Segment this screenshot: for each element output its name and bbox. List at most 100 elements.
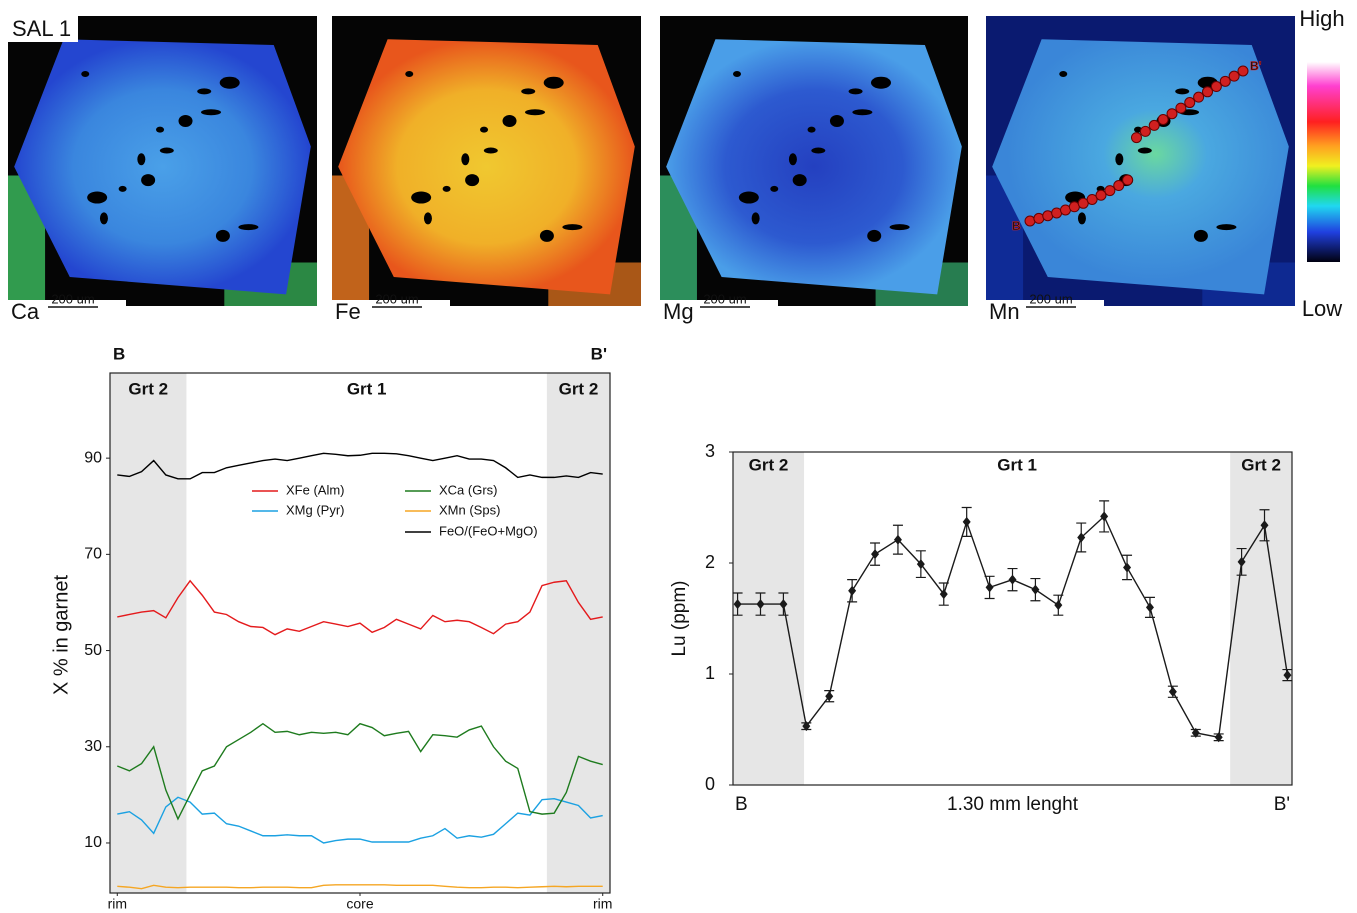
- element-label: Ca: [11, 299, 40, 324]
- y-tick-label: 90: [84, 449, 102, 466]
- label-box: [986, 300, 1104, 326]
- inclusion: [1137, 147, 1152, 154]
- inclusion: [238, 224, 259, 231]
- scale-label: 200 um: [703, 291, 746, 306]
- inclusion: [141, 174, 156, 187]
- inclusion: [792, 174, 807, 187]
- inclusion: [788, 153, 797, 166]
- profile-point: [1237, 65, 1249, 77]
- inclusion: [1115, 153, 1124, 166]
- label-box: [660, 300, 778, 326]
- inclusion: [178, 114, 193, 127]
- zone-label: Grt 1: [347, 379, 387, 398]
- zone-shade: [110, 373, 187, 893]
- inclusion: [889, 224, 910, 231]
- inclusion: [502, 114, 517, 127]
- plot-frame: [732, 451, 1293, 786]
- element-label: Fe: [335, 299, 361, 324]
- data-point: [733, 599, 742, 610]
- inclusion: [751, 212, 760, 225]
- inclusion: [405, 71, 414, 77]
- element-label: Mg: [663, 299, 694, 324]
- y-axis-label: X % in garnet: [50, 575, 72, 696]
- end-label: B: [735, 794, 748, 815]
- inclusion: [733, 71, 741, 77]
- sample-box: [8, 16, 78, 42]
- data-point: [1191, 727, 1200, 738]
- legend-label: XMn (Sps): [439, 502, 500, 517]
- inclusion: [811, 147, 826, 154]
- legend-label: FeO/(FeO+MgO): [439, 523, 538, 538]
- inclusion: [543, 76, 564, 89]
- inclusion: [867, 229, 882, 242]
- garnet-grain: [992, 39, 1289, 295]
- data-line: [117, 884, 603, 890]
- data-line: [737, 515, 1289, 739]
- profile-point: [1122, 174, 1134, 186]
- end-label: B': [591, 344, 607, 363]
- data-point: [1260, 520, 1269, 531]
- y-tick-label: 1: [705, 663, 715, 683]
- y-tick-label: 3: [705, 441, 715, 461]
- data-point: [1123, 562, 1132, 573]
- inclusion: [215, 229, 230, 242]
- data-line: [117, 452, 603, 480]
- inclusion: [156, 126, 165, 133]
- zone-label: Grt 2: [1241, 455, 1281, 474]
- data-point: [1008, 574, 1017, 585]
- label-box: [8, 300, 126, 326]
- profile-end: B': [1250, 59, 1262, 73]
- profile-point: [1095, 189, 1107, 201]
- profile-point: [1210, 81, 1222, 93]
- inclusion: [137, 153, 146, 166]
- profile-point: [1157, 113, 1169, 125]
- data-point: [1145, 602, 1154, 613]
- inclusion: [521, 88, 536, 95]
- inclusion: [480, 126, 489, 133]
- profile-point: [1184, 97, 1196, 109]
- colorbar-low: Low: [1302, 296, 1342, 321]
- data-point: [802, 721, 811, 732]
- y-tick-label: 50: [84, 642, 102, 659]
- data-point: [893, 534, 902, 545]
- inclusion: [81, 71, 90, 77]
- profile-point: [1166, 108, 1178, 120]
- inclusion: [852, 109, 873, 116]
- inclusion: [99, 212, 108, 225]
- inclusion: [465, 174, 480, 187]
- inclusion: [562, 224, 583, 231]
- zone-label: Grt 2: [559, 379, 599, 398]
- sample-label: SAL 1: [12, 16, 71, 41]
- data-point: [848, 585, 857, 596]
- data-point: [1100, 511, 1109, 522]
- scale-label: 200 um: [1029, 291, 1072, 306]
- profile-point: [1104, 185, 1116, 197]
- inclusion: [1077, 212, 1086, 225]
- profile-point: [1193, 91, 1205, 103]
- inclusion: [525, 109, 546, 116]
- inclusion: [219, 76, 240, 89]
- profile-point: [1228, 70, 1240, 82]
- colorbar-high: High: [1299, 6, 1344, 31]
- inclusion: [118, 185, 127, 192]
- y-tick-label: 10: [84, 834, 102, 851]
- inclusion: [829, 114, 844, 127]
- x-tick-label: rim: [108, 896, 127, 912]
- legend-label: XMg (Pyr): [286, 502, 345, 517]
- profile-point: [1086, 193, 1098, 205]
- inclusion: [1059, 71, 1068, 77]
- zone-shade: [546, 373, 610, 893]
- data-point: [825, 691, 834, 702]
- end-label: B': [1274, 794, 1290, 815]
- y-tick-label: 0: [705, 774, 715, 794]
- zone-label: Grt 2: [749, 455, 789, 474]
- x-tick-label: rim: [593, 896, 612, 912]
- data-point: [1237, 556, 1246, 567]
- profile-point: [1202, 86, 1213, 98]
- element-label: Mn: [989, 299, 1020, 324]
- profile-point: [1175, 102, 1187, 114]
- profile-point: [1139, 125, 1151, 137]
- data-point: [1077, 532, 1086, 543]
- inclusion: [159, 147, 174, 154]
- garnet-grain: [14, 39, 311, 295]
